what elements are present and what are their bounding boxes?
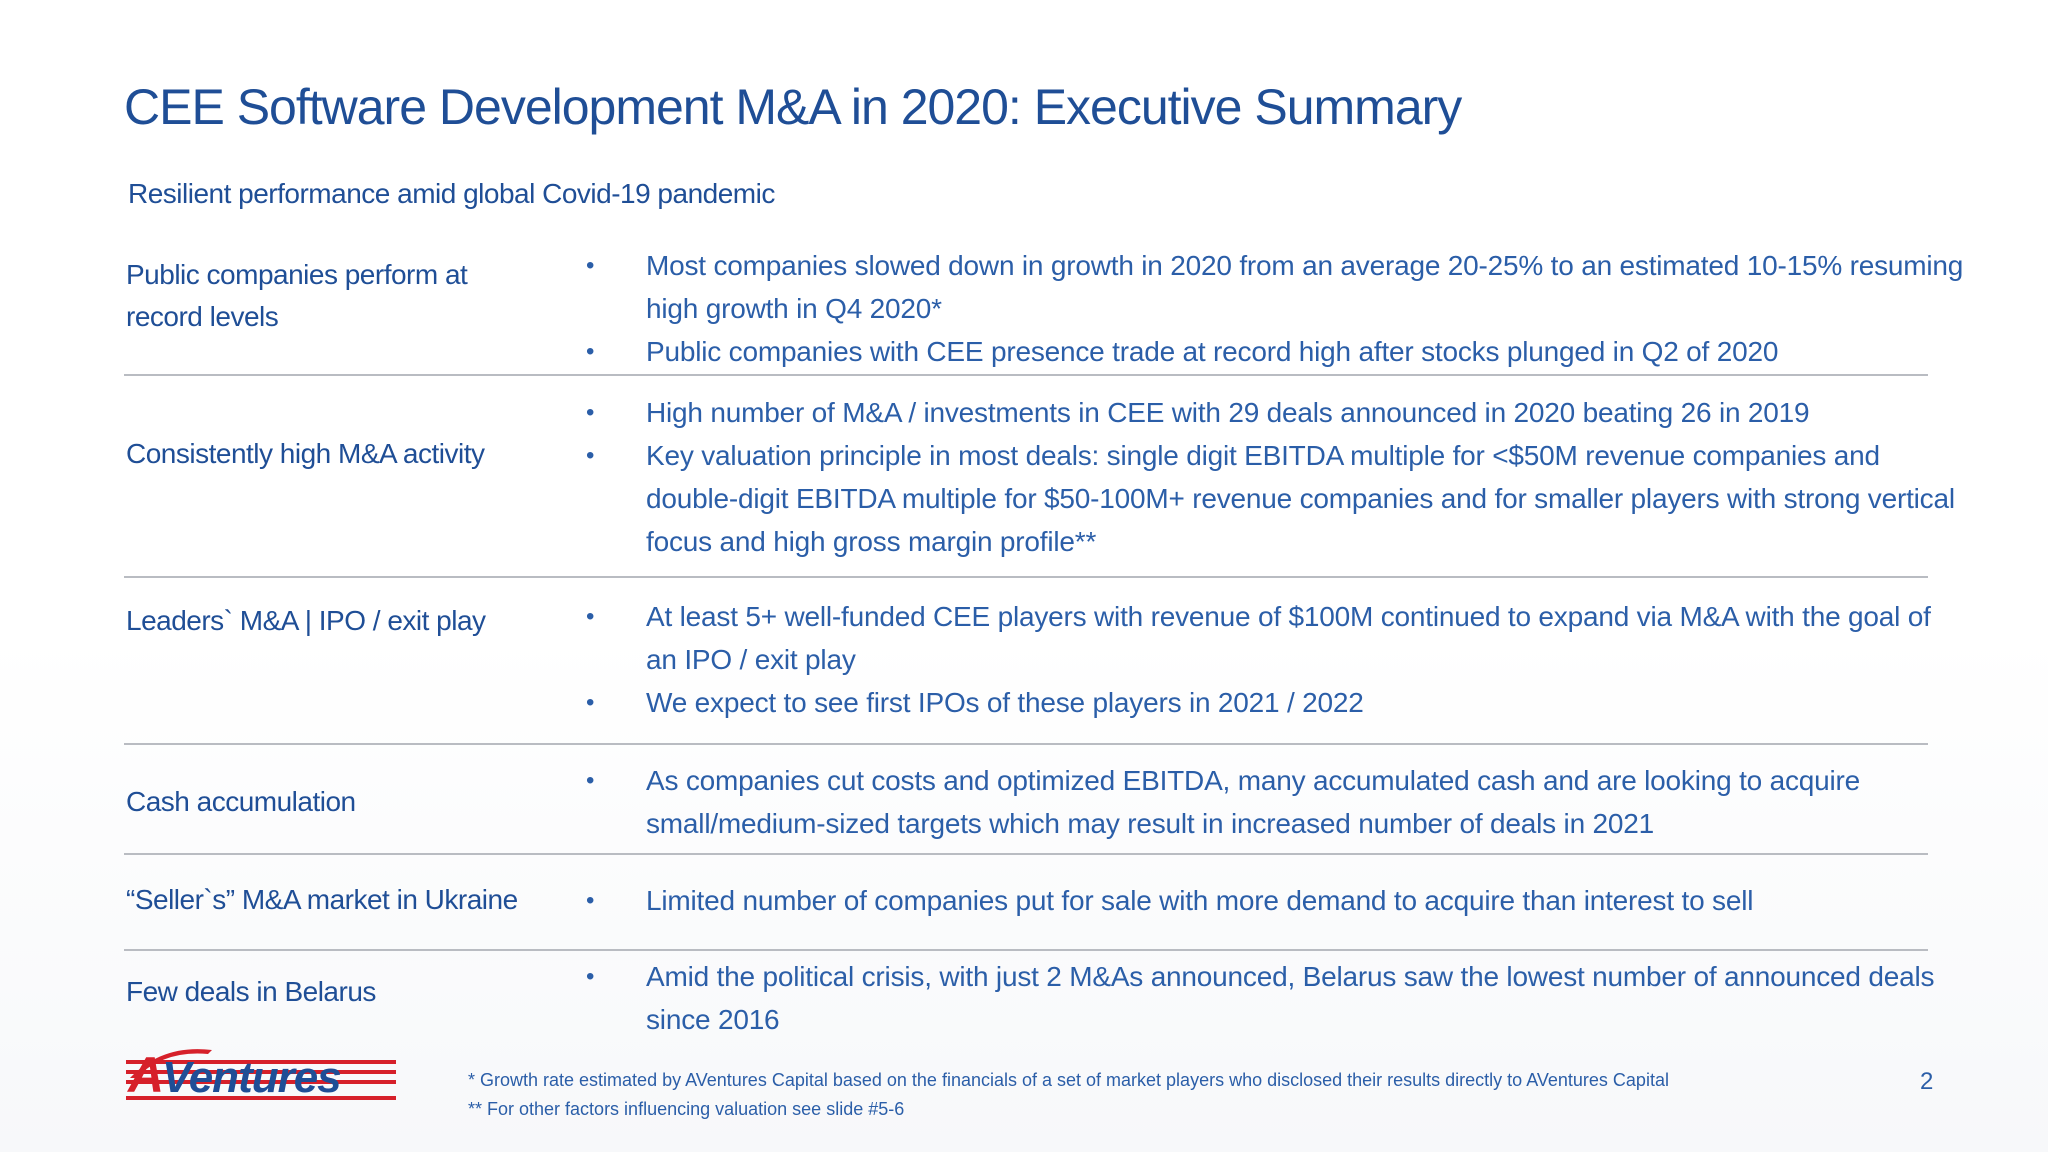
row-label: Consistently high M&A activity xyxy=(126,438,485,469)
summary-row: Few deals in Belarus • Amid the political… xyxy=(124,951,1935,1051)
row-label: “Seller`s” M&A market in Ukraine xyxy=(126,884,518,915)
summary-row: Cash accumulation • As companies cut cost… xyxy=(124,745,1928,855)
bullet-item: • Key valuation principle in most deals: … xyxy=(584,434,1964,563)
row-label: Leaders` M&A | IPO / exit play xyxy=(126,605,486,636)
bullet-item: • As companies cut costs and optimized EB… xyxy=(584,759,1964,845)
page-title: CEE Software Development M&A in 2020: Ex… xyxy=(124,79,1462,135)
bullet-list: • As companies cut costs and optimized EB… xyxy=(584,759,1964,845)
bullet-list: • Most companies slowed down in growth in… xyxy=(584,244,1964,373)
summary-row: Leaders` M&A | IPO / exit play • At least… xyxy=(124,578,1931,745)
row-label: Cash accumulation xyxy=(126,786,356,817)
bullet-item: • Limited number of companies put for sal… xyxy=(584,879,1964,922)
aventures-logo-icon: A Ventures xyxy=(126,1047,396,1103)
bullet-icon: • xyxy=(586,338,595,365)
summary-row: “Seller`s” M&A market in Ukraine • Limite… xyxy=(124,855,1928,951)
bullet-icon: • xyxy=(586,442,595,469)
footnote: ** For other factors influencing valuati… xyxy=(468,1099,905,1119)
bullet-icon: • xyxy=(586,252,595,279)
bullet-item: • We expect to see first IPOs of these pl… xyxy=(584,681,1964,724)
footnotes: * Growth rate estimated by AVentures Cap… xyxy=(468,1066,1669,1124)
summary-row: Consistently high M&A activity • High num… xyxy=(124,376,1955,578)
summary-row: Public companies perform at record level… xyxy=(124,240,1963,376)
svg-text:Ventures: Ventures xyxy=(162,1053,341,1102)
bullet-item: • High number of M&A / investments in CEE… xyxy=(584,391,1964,434)
bullet-icon: • xyxy=(586,689,595,716)
bullet-icon: • xyxy=(586,603,595,630)
bullet-list: • At least 5+ well-funded CEE players wit… xyxy=(584,595,1964,724)
footnote: * Growth rate estimated by AVentures Cap… xyxy=(468,1070,1669,1090)
bullet-list: • High number of M&A / investments in CEE… xyxy=(584,391,1964,563)
bullet-item: • Public companies with CEE presence trad… xyxy=(584,330,1964,373)
row-label: Few deals in Belarus xyxy=(126,976,376,1007)
row-label: Public companies perform at record level… xyxy=(126,259,468,332)
bullet-icon: • xyxy=(586,399,595,426)
bullet-list: • Limited number of companies put for sal… xyxy=(584,879,1964,922)
page-subtitle: Resilient performance amid global Covid-… xyxy=(128,178,775,209)
bullet-icon: • xyxy=(586,887,595,914)
bullet-item: • Most companies slowed down in growth in… xyxy=(584,244,1964,330)
bullet-item: • At least 5+ well-funded CEE players wit… xyxy=(584,595,1964,681)
bullet-icon: • xyxy=(586,963,595,990)
bullet-item: • Amid the political crisis, with just 2 … xyxy=(584,955,1964,1041)
summary-table: Public companies perform at record level… xyxy=(124,240,1963,1051)
page-number: 2 xyxy=(1920,1068,1934,1095)
bullet-icon: • xyxy=(586,767,595,794)
svg-text:A: A xyxy=(126,1047,162,1103)
bullet-list: • Amid the political crisis, with just 2 … xyxy=(584,955,1964,1041)
